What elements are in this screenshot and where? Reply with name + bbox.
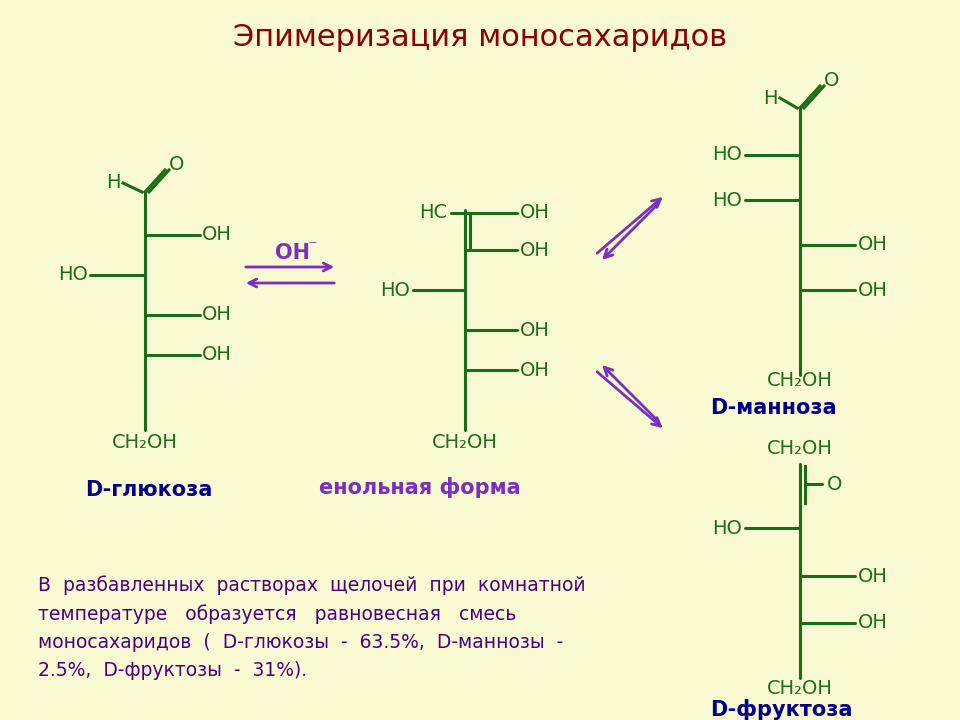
Text: OH: OH	[858, 281, 888, 300]
Text: H: H	[106, 174, 120, 192]
Text: CH₂OH: CH₂OH	[767, 438, 833, 457]
Text: OH: OH	[520, 240, 550, 259]
Text: O: O	[169, 155, 184, 174]
Text: HC: HC	[419, 204, 447, 222]
Text: HO: HO	[380, 281, 410, 300]
Text: HO: HO	[712, 145, 742, 164]
Text: OH: OH	[520, 361, 550, 379]
Text: D-глюкоза: D-глюкоза	[85, 480, 212, 500]
Text: OH: OH	[520, 204, 550, 222]
Text: CH₂OH: CH₂OH	[112, 433, 178, 451]
Text: OH: OH	[520, 320, 550, 340]
Text: OH: OH	[202, 225, 232, 245]
Text: O: O	[825, 71, 840, 89]
Text: HO: HO	[712, 518, 742, 538]
Text: OH: OH	[276, 243, 310, 263]
Text: HO: HO	[712, 191, 742, 210]
Text: O: O	[828, 474, 843, 493]
Text: OH: OH	[858, 235, 888, 254]
Text: В  разбавленных  растворах  щелочей  при  комнатной
температуре   образуется   р: В разбавленных растворах щелочей при ком…	[38, 575, 586, 680]
Text: ⁻: ⁻	[308, 238, 318, 256]
Text: CH₂OH: CH₂OH	[767, 678, 833, 698]
Text: OH: OH	[202, 346, 232, 364]
Text: Эпимеризация моносахаридов: Эпимеризация моносахаридов	[233, 24, 727, 53]
Text: H: H	[763, 89, 778, 107]
Text: OH: OH	[202, 305, 232, 325]
Text: енольная форма: енольная форма	[319, 477, 521, 498]
Text: OH: OH	[858, 613, 888, 632]
Text: D-фруктоза: D-фруктоза	[710, 700, 852, 720]
Text: OH: OH	[858, 567, 888, 585]
Text: CH₂OH: CH₂OH	[432, 433, 498, 451]
Text: CH₂OH: CH₂OH	[767, 371, 833, 390]
Text: HO: HO	[58, 266, 88, 284]
Text: D-манноза: D-манноза	[710, 398, 836, 418]
